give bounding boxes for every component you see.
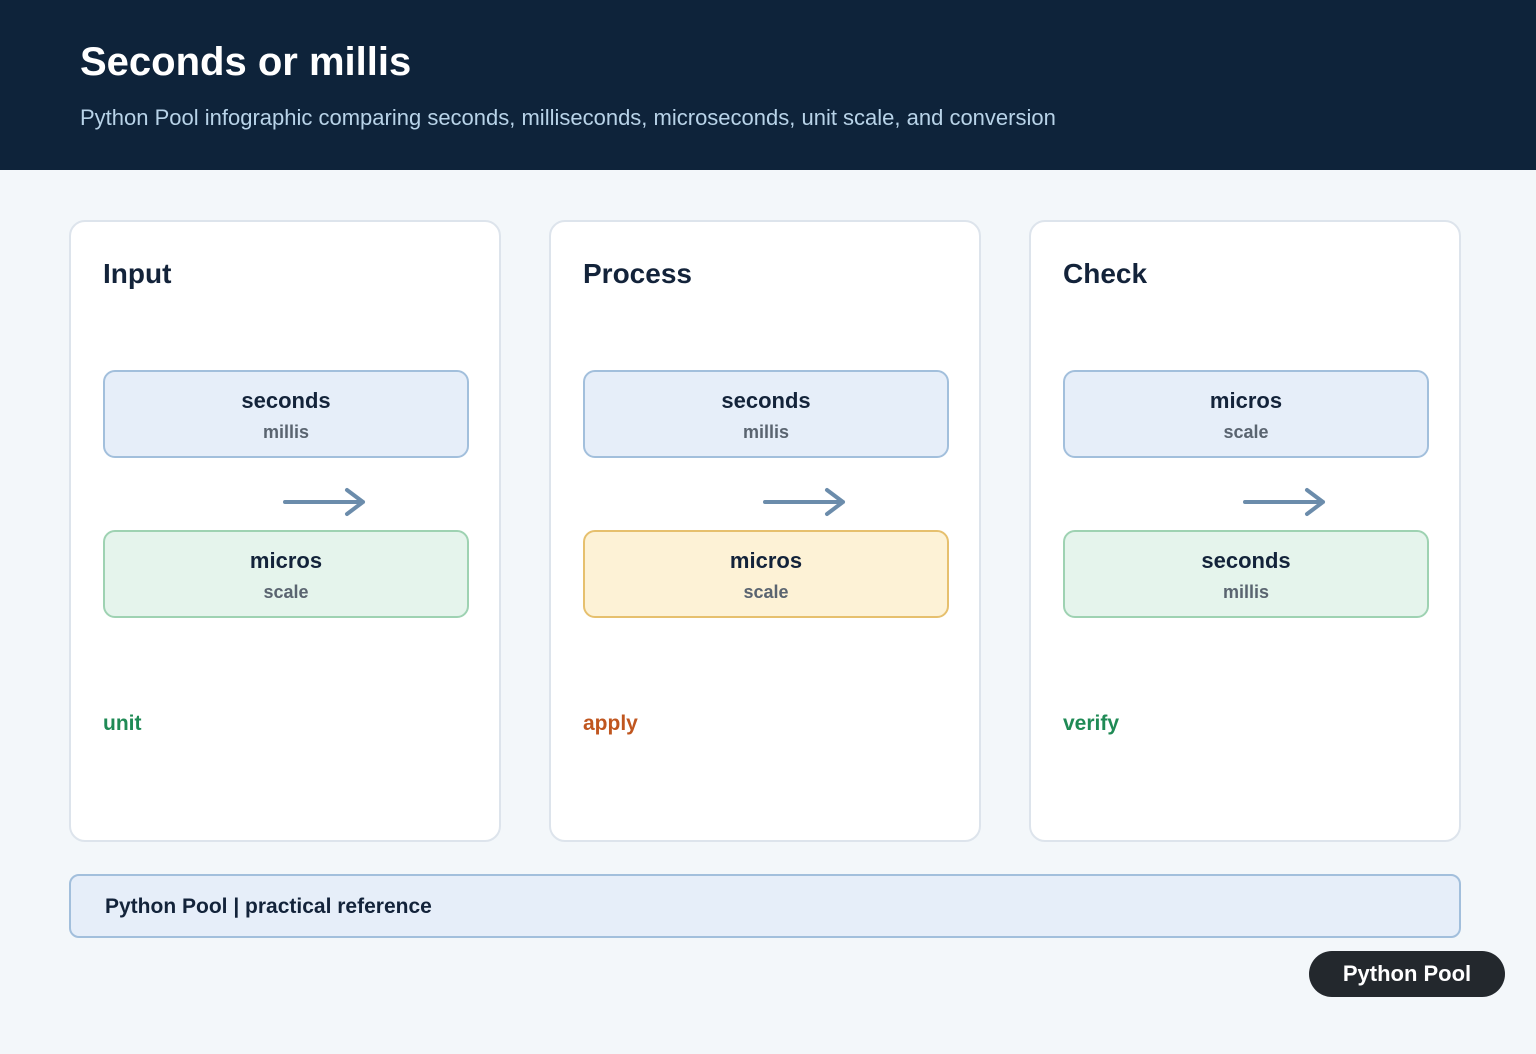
unit-box: seconds millis [583, 370, 949, 458]
unit-box: micros scale [1063, 370, 1429, 458]
panel-title: Check [1063, 258, 1148, 289]
unit-box: micros scale [583, 530, 949, 618]
box-sub: millis [742, 422, 790, 442]
unit-box: micros scale [103, 530, 469, 618]
footer: Python Pool | practical reference [69, 874, 1461, 938]
unit-box: seconds millis [103, 370, 469, 458]
panel: Process seconds millis micros scale appl… [549, 220, 981, 842]
panel: Input seconds millis micros scale unit [69, 220, 501, 842]
panel: Check micros scale seconds millis verify [1029, 220, 1461, 842]
footer-text: Python Pool | practical reference [105, 895, 432, 918]
subtitle: Python Pool infographic comparing second… [80, 105, 1056, 130]
unit-box: seconds millis [1063, 530, 1429, 618]
panel-title: Process [583, 258, 692, 289]
box-sub: millis [1222, 582, 1270, 602]
arrow [1243, 488, 1325, 516]
panel-note: unit [103, 712, 142, 735]
box-sub: scale [263, 582, 309, 602]
box-label: micros [1209, 388, 1283, 413]
badge: Python Pool [1309, 951, 1505, 997]
box-label: micros [729, 548, 803, 573]
box-sub: millis [262, 422, 310, 442]
box-sub: scale [743, 582, 789, 602]
arrow [763, 488, 845, 516]
box-label: micros [249, 548, 323, 573]
title: Seconds or millis [80, 40, 412, 84]
box-label: seconds [241, 388, 331, 413]
panel-title: Input [103, 258, 172, 289]
box-label: seconds [1201, 548, 1291, 573]
arrow [283, 488, 365, 516]
box-sub: scale [1223, 422, 1269, 442]
header: Seconds or millis Python Pool infographi… [0, 0, 1536, 170]
panel-note: apply [583, 712, 638, 735]
box-label: seconds [721, 388, 811, 413]
panel-note: verify [1063, 712, 1120, 735]
